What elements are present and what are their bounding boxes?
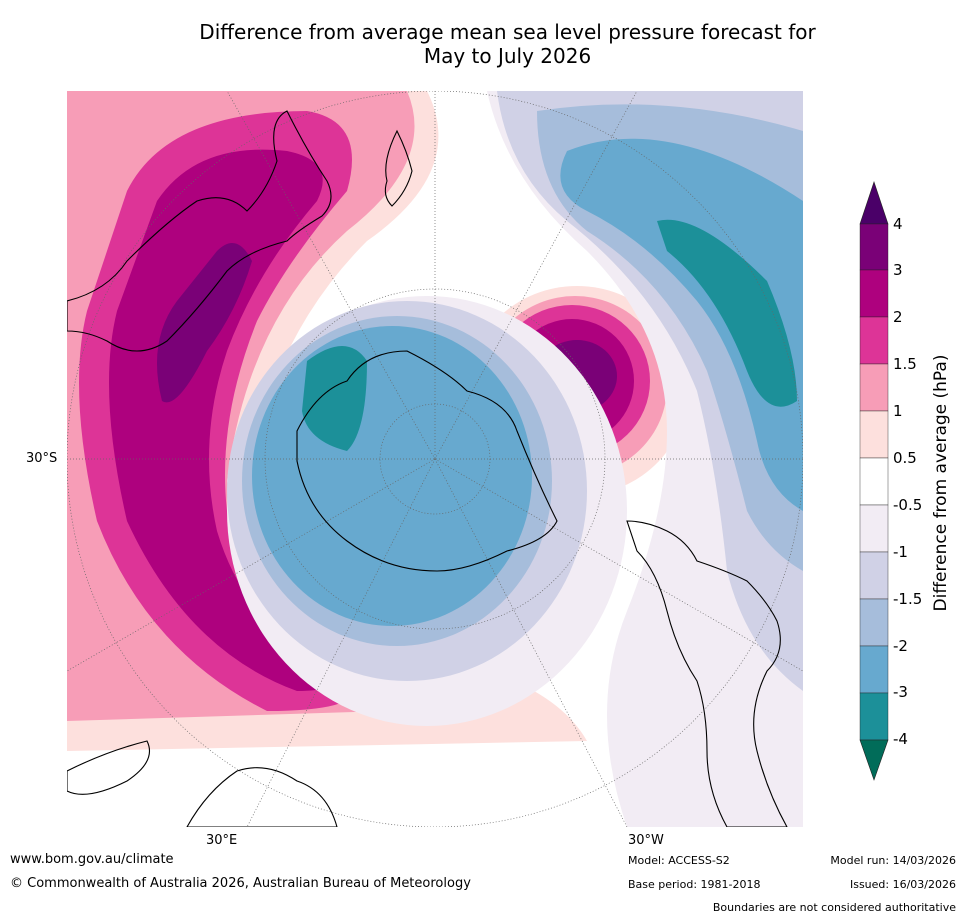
issued-date: Issued: 16/03/2026 xyxy=(849,878,956,891)
map-panel xyxy=(67,91,803,827)
model-name: Model: ACCESS-S2 xyxy=(628,854,730,867)
contour-3 xyxy=(157,243,252,403)
coastline-south-america xyxy=(626,520,788,827)
colorbar-tick: 0.5 xyxy=(893,449,917,467)
title-line-1: Difference from average mean sea level p… xyxy=(199,20,816,44)
colorbar-tick: -3 xyxy=(893,683,908,701)
positive-anomaly-west xyxy=(67,91,587,751)
graticule xyxy=(67,91,803,827)
negative-anomaly-east xyxy=(487,91,803,827)
longitude-label-west: 30°W xyxy=(628,833,664,848)
negative-anomaly-antarctica xyxy=(227,296,627,726)
coastline-africa xyxy=(67,740,338,827)
latitude-label: 30°S xyxy=(26,451,58,466)
colorbar-tick: -2 xyxy=(893,637,908,655)
contour-2 xyxy=(109,149,339,692)
colorbar-tick: 1 xyxy=(893,402,903,420)
coastline-new-zealand xyxy=(384,129,413,207)
colorbar-label: Difference from average (hPa) xyxy=(931,354,951,612)
colorbar-cap-top xyxy=(859,181,889,225)
colorbar-tick: -1 xyxy=(893,543,908,561)
chart-title: Difference from average mean sea level p… xyxy=(0,20,965,68)
website-link[interactable]: www.bom.gov.au/climate xyxy=(10,852,174,867)
model-run: Model run: 14/03/2026 xyxy=(830,854,956,867)
longitude-label-east: 30°E xyxy=(206,833,238,848)
disclaimer: Boundaries are not considered authoritat… xyxy=(712,901,956,914)
colorbar-tick: -0.5 xyxy=(893,496,923,514)
colorbar-tick: 1.5 xyxy=(893,355,917,373)
coastlines xyxy=(67,110,788,827)
colorbar-tick: 2 xyxy=(893,308,903,326)
coastline-australia xyxy=(67,110,332,352)
colorbar-tick: -1.5 xyxy=(893,590,923,608)
colorbar-cap-bottom xyxy=(859,739,889,781)
colorbar-tick: 3 xyxy=(893,261,903,279)
colorbar-tick: -4 xyxy=(893,730,908,748)
title-line-2: May to July 2026 xyxy=(423,44,592,68)
base-period: Base period: 1981-2018 xyxy=(628,878,761,891)
colorbar xyxy=(859,181,889,781)
coastline-antarctica xyxy=(296,350,558,572)
colorbar-tick: 4 xyxy=(893,215,903,233)
copyright: © Commonwealth of Australia 2026, Austra… xyxy=(10,876,471,891)
